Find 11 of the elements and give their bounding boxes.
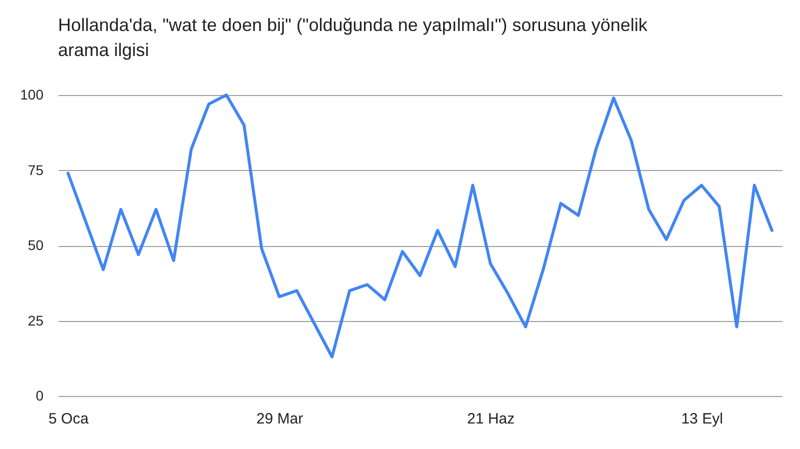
y-tick-label: 0 — [36, 388, 44, 404]
chart-title: Hollanda'da, "wat te doen bij" ("olduğunda ne yapılmalı") sorusuna yönelik arama ilgisi — [58, 15, 648, 60]
y-tick-label: 75 — [28, 162, 44, 178]
x-tick-label: 21 Haz — [467, 410, 515, 428]
y-tick-label: 25 — [28, 312, 44, 328]
x-tick-label: 5 Oca — [48, 410, 90, 428]
y-tick-label: 50 — [28, 237, 44, 253]
y-tick-label: 100 — [20, 86, 44, 102]
line-series — [66, 94, 774, 358]
x-tick-label: 29 Mar — [256, 410, 304, 428]
x-tick-label: 13 Eyl — [681, 410, 723, 428]
